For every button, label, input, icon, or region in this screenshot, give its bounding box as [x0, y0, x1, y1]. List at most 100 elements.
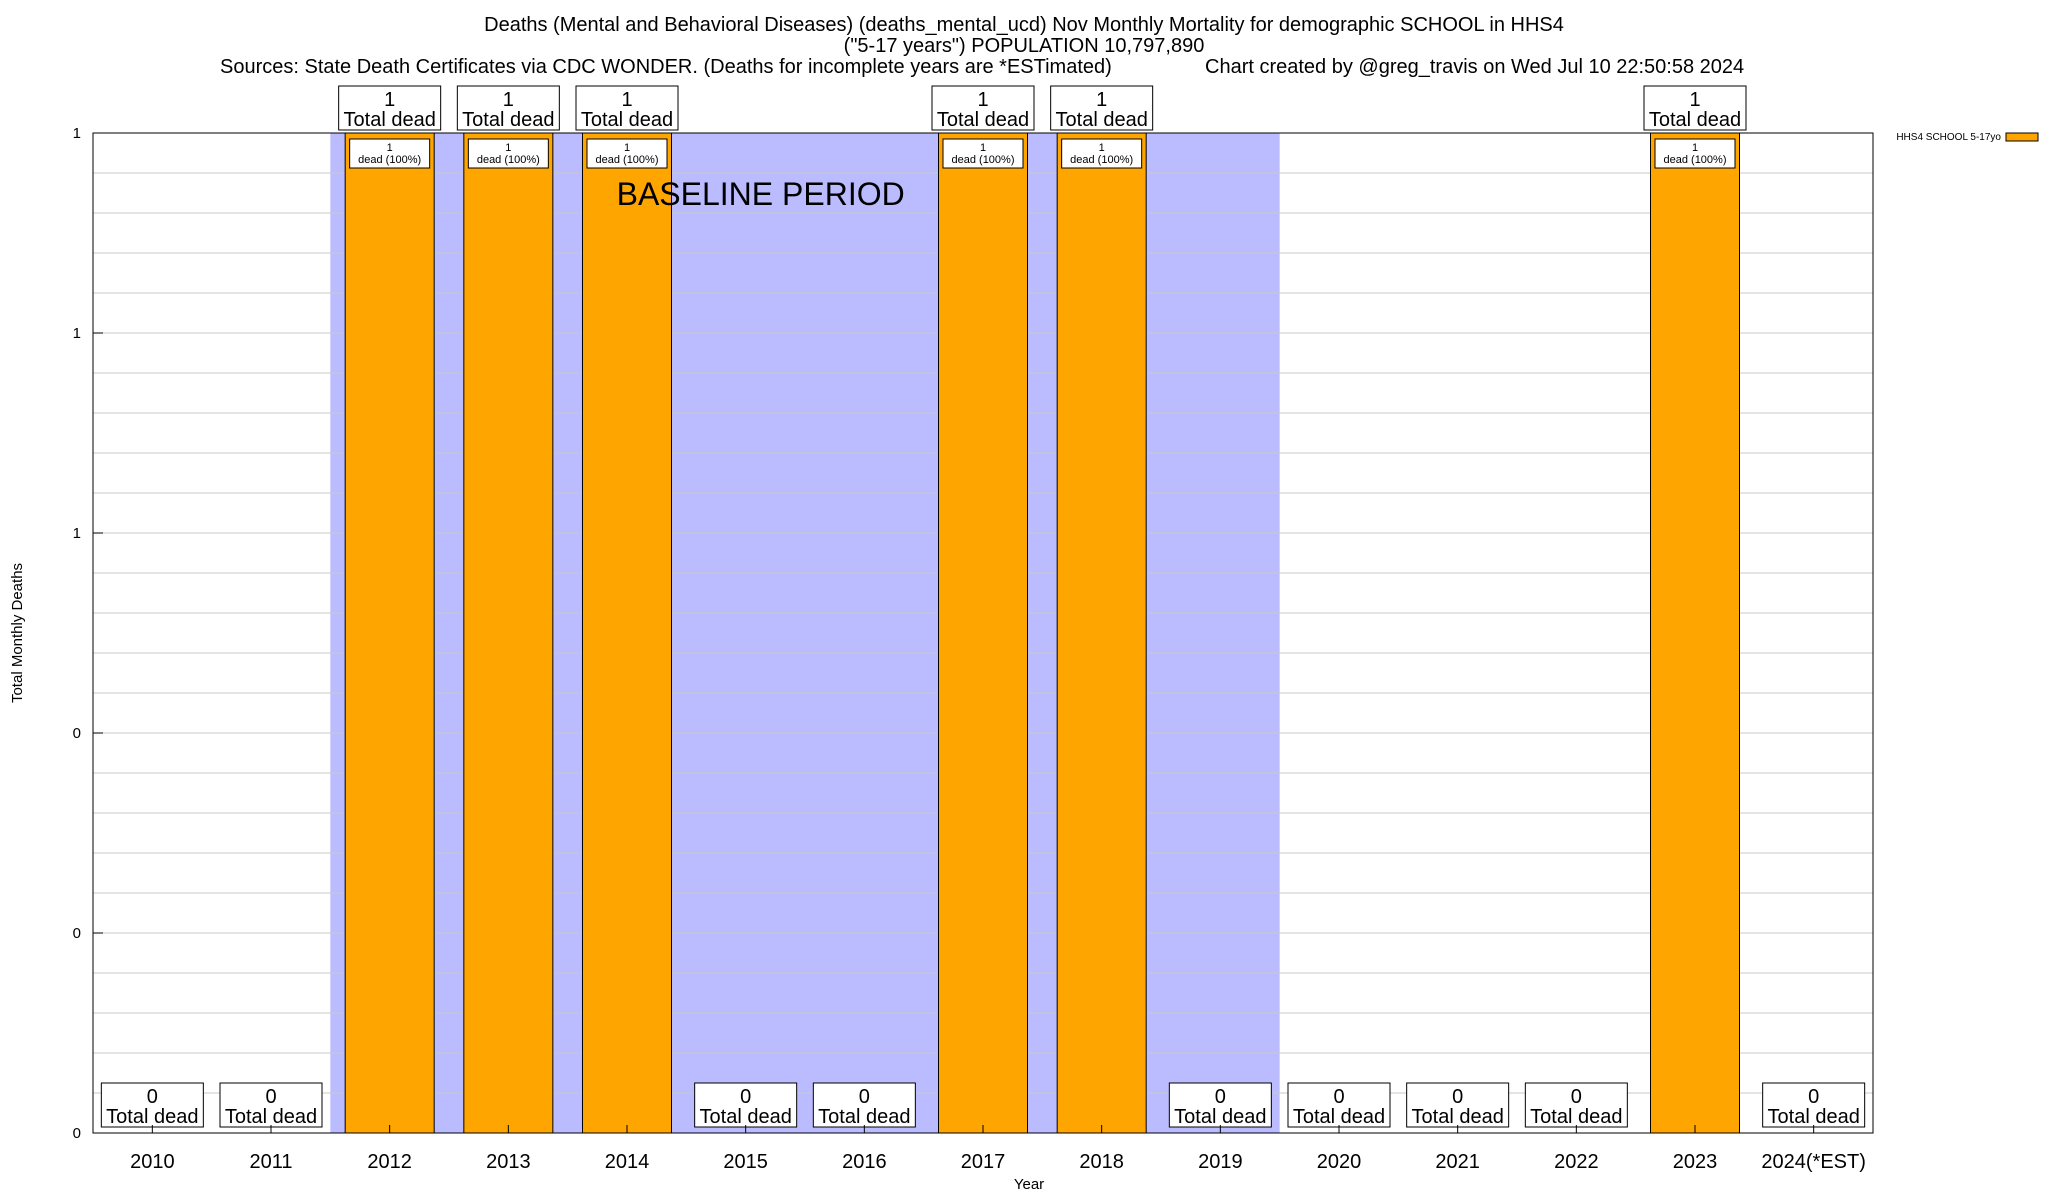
x-axis-label: Year: [1014, 1176, 1044, 1193]
total-box: [1406, 1082, 1510, 1128]
x-tick-label: 2020: [1317, 1151, 1362, 1173]
total-count: 0: [147, 1086, 158, 1108]
total-caption: Total dead: [700, 1106, 792, 1128]
bar-label-box: [942, 138, 1024, 169]
total-count: 0: [859, 1086, 870, 1108]
x-tick-label: 2021: [1435, 1151, 1480, 1173]
bar: [1650, 132, 1740, 1134]
x-tick-label: 2013: [486, 1151, 531, 1173]
y-axis-label: Total Monthly Deaths: [9, 563, 26, 703]
total-count: 0: [1452, 1086, 1463, 1108]
x-tick-label: 2014: [605, 1151, 650, 1173]
total-count: 1: [621, 89, 632, 111]
x-tick-label: 2023: [1673, 1151, 1718, 1173]
baseline-period-label: BASELINE PERIOD: [617, 176, 905, 212]
total-box: [456, 85, 560, 131]
bar-label-percent: dead (100%): [1070, 154, 1133, 166]
axis-layer: 0 0 0 1 1 1 2010 2011 2012 2013 2014 2015 2016 2017 20…: [9, 125, 1874, 1193]
bar-label-percent: dead (100%): [477, 154, 540, 166]
bar-label-percent: dead (100%): [1664, 154, 1727, 166]
total-count: 1: [977, 89, 988, 111]
total-caption: Total dead: [106, 1106, 198, 1128]
bar-label-box: [1061, 138, 1143, 169]
total-box: [575, 85, 679, 131]
total-caption: Total dead: [818, 1106, 910, 1128]
bar: [463, 132, 554, 1134]
total-box: [1643, 85, 1747, 131]
legend-layer: HHS4 SCHOOL 5-17yo: [1896, 132, 2039, 143]
total-caption: Total dead: [581, 109, 673, 131]
total-caption: Total dead: [462, 109, 554, 131]
bar-label-percent: dead (100%): [596, 154, 659, 166]
total-caption: Total dead: [344, 109, 436, 131]
total-count: 1: [1096, 89, 1107, 111]
total-count: 0: [1571, 1086, 1582, 1108]
bar: [344, 132, 435, 1134]
total-count: 0: [265, 1086, 276, 1108]
total-box: [1050, 85, 1154, 131]
bar: [582, 132, 672, 1134]
total-caption: Total dead: [1174, 1106, 1266, 1128]
bar-label-count: 1: [1099, 142, 1105, 154]
chart-sources: Sources: State Death Certificates via CD…: [220, 56, 1112, 78]
total-count: 1: [503, 89, 514, 111]
y-tick-label: 1: [73, 325, 81, 342]
x-tick-label: 2011: [249, 1151, 292, 1173]
total-caption: Total dead: [1649, 109, 1741, 131]
total-caption: Total dead: [937, 109, 1029, 131]
y-tick-label: 0: [73, 1125, 81, 1142]
bar-label-box: [467, 138, 549, 169]
total-box: [219, 1082, 323, 1128]
total-box: [1762, 1082, 1866, 1128]
total-count: 1: [384, 89, 395, 111]
x-tick-label: 2015: [723, 1151, 768, 1173]
total-count: 0: [740, 1086, 751, 1108]
total-caption: Total dead: [1768, 1106, 1860, 1128]
y-tick-label: 0: [73, 725, 81, 742]
y-tick-label: 0: [73, 925, 81, 942]
total-caption: Total dead: [1056, 109, 1148, 131]
legend-swatch: [2005, 132, 2039, 142]
bar-label-box: [1654, 138, 1736, 169]
bar-label-count: 1: [387, 142, 393, 154]
total-box: [1287, 1082, 1391, 1128]
bar: [1056, 132, 1147, 1134]
y-tick-label: 1: [73, 125, 81, 142]
total-count: 1: [1689, 89, 1700, 111]
plot-frame: [92, 132, 1874, 1134]
bar-label-count: 1: [505, 142, 511, 154]
total-box: [931, 85, 1035, 131]
total-box: [338, 85, 442, 131]
bar-label-count: 1: [624, 142, 630, 154]
x-tick-label: 2012: [367, 1151, 412, 1173]
x-tick-label: 2017: [961, 1151, 1006, 1173]
x-tick-label: 2019: [1198, 1151, 1243, 1173]
bar-label-count: 1: [980, 142, 986, 154]
total-box: [694, 1082, 798, 1128]
total-caption: Total dead: [1412, 1106, 1504, 1128]
chart-credit: Chart created by @greg_travis on Wed Jul…: [1205, 56, 1745, 78]
bar-label-count: 1: [1692, 142, 1698, 154]
total-box: [812, 1082, 916, 1128]
total-caption: Total dead: [225, 1106, 317, 1128]
total-count: 0: [1215, 1086, 1226, 1108]
total-count: 0: [1808, 1086, 1819, 1108]
x-tick-label: 2016: [842, 1151, 887, 1173]
bar: [938, 132, 1028, 1134]
x-tick-label: 2018: [1079, 1151, 1124, 1173]
bar-layer: [148, 132, 1818, 1134]
chart-title: Deaths (Mental and Behavioral Diseases) …: [484, 14, 1564, 36]
total-caption: Total dead: [1293, 1106, 1385, 1128]
bar-label-percent: dead (100%): [952, 154, 1015, 166]
y-tick-label: 1: [73, 525, 81, 542]
x-tick-label: 2022: [1554, 1151, 1599, 1173]
x-tick-label: 2024(*EST): [1761, 1151, 1866, 1173]
total-count: 0: [1333, 1086, 1344, 1108]
x-tick-label: 2010: [130, 1151, 175, 1173]
legend-label: HHS4 SCHOOL 5-17yo: [1896, 132, 2001, 143]
bar-label-percent: dead (100%): [358, 154, 421, 166]
bar-label-box: [349, 138, 431, 169]
bar-label-box: [586, 138, 668, 169]
